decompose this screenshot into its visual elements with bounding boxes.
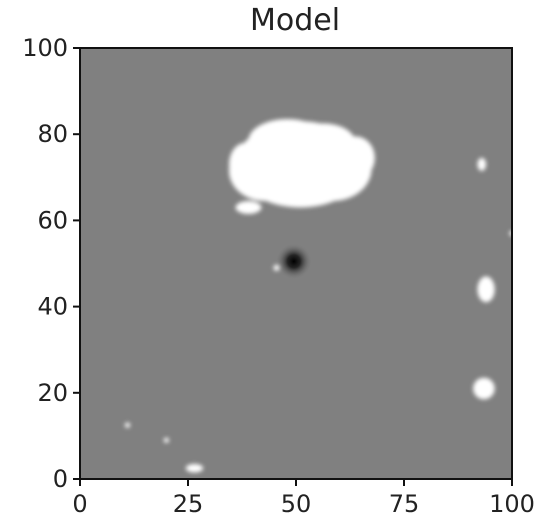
y-tick-label: 0 — [53, 465, 68, 493]
bright-region-4 — [473, 377, 495, 400]
y-tick-label: 100 — [22, 34, 68, 62]
chart-title: Model — [250, 3, 340, 38]
dark-source-0 — [275, 243, 312, 280]
x-tick-label: 0 — [72, 490, 87, 518]
bright-region-9 — [163, 437, 169, 443]
bright-region-2 — [477, 157, 487, 171]
bright-regions — [124, 119, 515, 473]
bright-region-6 — [273, 264, 280, 271]
x-axis: 0 25 50 75 100 — [72, 479, 535, 518]
bright-region-1 — [235, 201, 262, 214]
bright-region-3 — [477, 276, 495, 303]
x-tick-label: 50 — [281, 490, 312, 518]
dark-sources — [275, 243, 312, 280]
bright-region-0 — [229, 119, 375, 208]
bright-region-7 — [185, 463, 204, 473]
x-tick-label: 75 — [389, 490, 420, 518]
y-axis: 0 20 40 60 80 100 — [22, 34, 80, 493]
bright-region-8 — [124, 422, 131, 428]
x-tick-label: 100 — [489, 490, 535, 518]
y-tick-label: 40 — [37, 293, 68, 321]
y-tick-label: 20 — [37, 379, 68, 407]
y-tick-label: 60 — [37, 206, 68, 234]
x-tick-label: 25 — [173, 490, 204, 518]
y-tick-label: 80 — [37, 120, 68, 148]
